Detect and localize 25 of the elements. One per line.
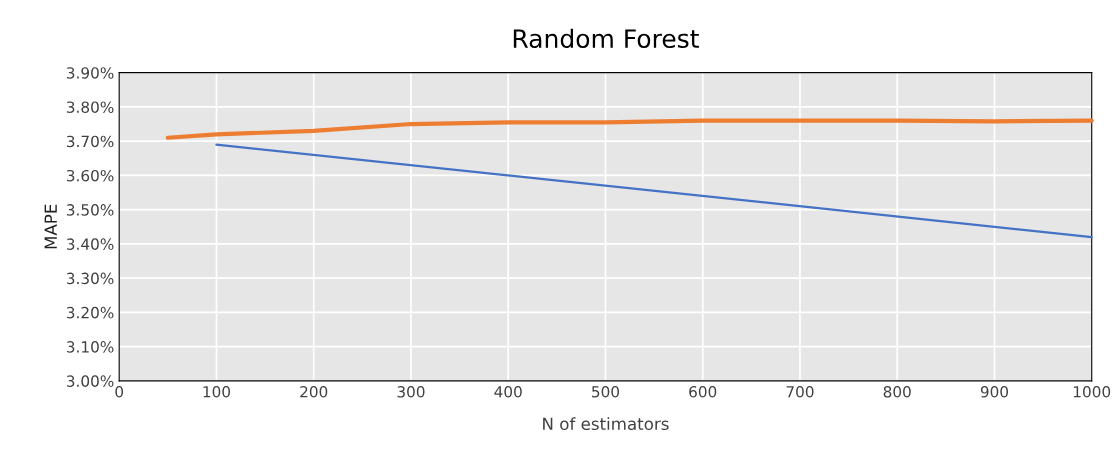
- y-axis-title: MAPE: [44, 204, 57, 249]
- x-tick-label: 600: [689, 386, 717, 398]
- y-tick-label: 3.50%: [66, 204, 114, 216]
- x-tick-label: 900: [980, 386, 1009, 398]
- line-series: [165, 118, 1094, 140]
- y-tick-label: 3.20%: [66, 306, 114, 319]
- y-tick-label: 3.40%: [66, 238, 114, 250]
- x-tick-label: 500: [592, 386, 620, 398]
- y-tick-label: 3.70%: [66, 135, 114, 148]
- x-tick-label: 800: [883, 386, 911, 398]
- x-tick-label: 1000: [1073, 386, 1111, 398]
- x-tick-label: 200: [300, 386, 328, 398]
- y-tick-label: 3.90%: [66, 67, 114, 79]
- x-tick-label: 700: [786, 386, 814, 398]
- x-tick-label: 300: [397, 386, 425, 398]
- y-tick-label: 3.30%: [66, 272, 114, 285]
- y-tick-label: 3.00%: [66, 375, 114, 387]
- y-tick-label: 3.10%: [66, 341, 114, 353]
- y-tick-label: 3.60%: [66, 169, 114, 182]
- x-axis-title: N of estimators: [543, 417, 669, 431]
- chart-title: Random Forest: [513, 28, 699, 49]
- x-tick-label: 0: [115, 386, 124, 398]
- x-tick-label: 100: [203, 386, 231, 398]
- y-tick-label: 3.80%: [66, 101, 114, 113]
- x-tick-label: 400: [494, 386, 522, 398]
